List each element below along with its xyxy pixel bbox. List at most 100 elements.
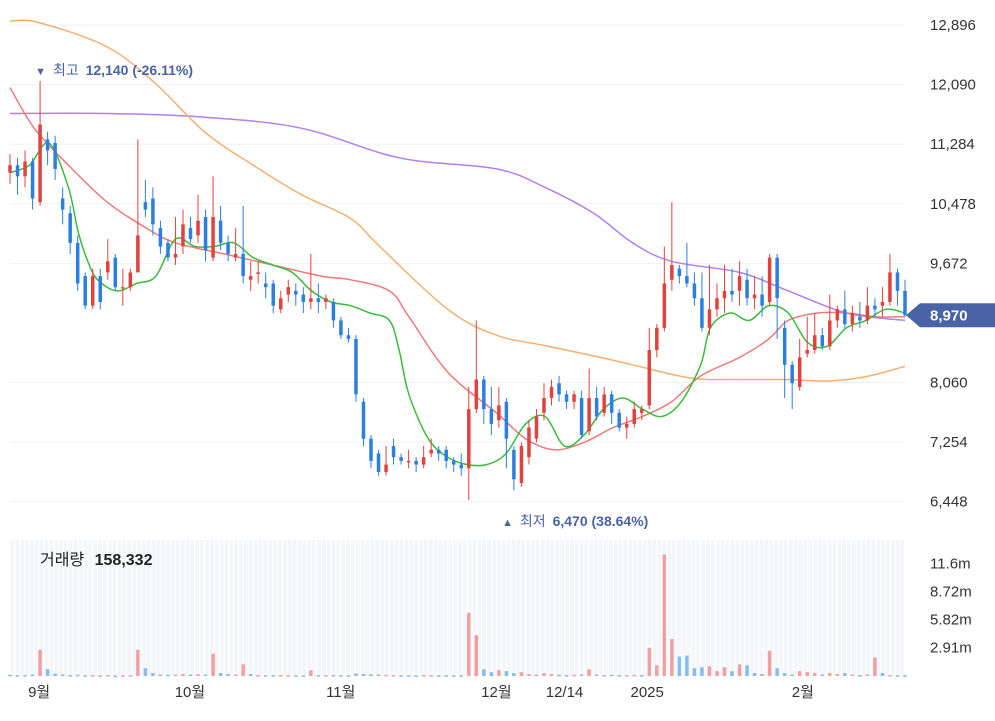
volume-bar: [45, 669, 50, 676]
volume-bar: [226, 674, 230, 676]
volume-bar: [256, 675, 260, 677]
candle-body: [301, 294, 306, 302]
candle-body: [640, 409, 644, 413]
volume-bar: [181, 674, 185, 676]
date-tick-label: 2월: [792, 684, 814, 701]
volume-bar: [602, 675, 606, 677]
candle-body: [121, 287, 125, 289]
candle-body: [707, 309, 712, 328]
candle-body: [90, 276, 95, 306]
candle-body: [594, 398, 599, 417]
volume-bar: [136, 649, 140, 676]
candle-body: [677, 268, 682, 277]
candle-body: [489, 409, 494, 424]
volume-bar: [745, 665, 749, 676]
volume-bar: [459, 675, 464, 677]
candle-body: [286, 287, 291, 295]
volume-bar: [83, 675, 87, 677]
volume-bar: [286, 675, 291, 677]
volume-bar: [812, 673, 817, 676]
price-tick-label: 9,672: [930, 255, 968, 272]
high-value: 12,140 (-26.11%): [86, 62, 193, 78]
candle-body: [233, 253, 238, 258]
date-tick-label: 2025: [631, 684, 664, 701]
candle-body: [587, 398, 591, 432]
candle-body: [399, 457, 403, 461]
volume-bar: [527, 674, 531, 676]
candle-body: [271, 283, 275, 306]
high-label: 최고: [53, 62, 79, 78]
volume-bar: [677, 656, 682, 676]
candle-body: [241, 253, 245, 277]
candle-body: [263, 283, 268, 288]
price-tick-label: 7,254: [930, 434, 968, 451]
volume-bar: [737, 664, 742, 676]
candle-body: [880, 301, 885, 306]
candle-body: [75, 242, 80, 284]
candle-body: [436, 449, 441, 454]
volume-bar: [369, 674, 373, 676]
candle-body: [527, 427, 531, 458]
volume-bar: [670, 639, 674, 676]
price-tick-label: 6,448: [930, 494, 968, 511]
volume-bar: [414, 675, 418, 677]
volume-bar: [376, 674, 381, 677]
volume-bar: [346, 675, 351, 677]
volume-bar: [843, 673, 847, 676]
candle-body: [106, 261, 110, 273]
volume-bar: [797, 671, 802, 676]
volume-bar: [700, 667, 704, 676]
volume-bar: [685, 655, 689, 676]
date-tick-label: 12월: [481, 684, 512, 701]
volume-bar: [384, 674, 388, 677]
price-gridlines: [10, 24, 905, 503]
candle-body: [444, 449, 448, 461]
candle-body: [158, 228, 163, 247]
volume-bar: [903, 675, 907, 677]
volume-bar: [60, 674, 65, 677]
candle-body: [715, 298, 719, 310]
price-tick-label: 10,478: [930, 196, 976, 213]
volume-bar: [53, 673, 57, 676]
price-tick-label: 12,896: [930, 17, 976, 34]
volume-bar: [775, 668, 779, 676]
candle-body: [632, 409, 636, 424]
volume-bar: [98, 675, 103, 677]
candle-body: [564, 394, 569, 402]
volume-bar: [594, 674, 599, 677]
candle-body: [181, 224, 185, 247]
candle-body: [602, 394, 606, 413]
volume-bar: [444, 675, 448, 677]
candle-body: [60, 198, 65, 210]
volume-bar: [391, 675, 396, 677]
volume-bar: [655, 665, 659, 676]
price-tick-label: 8,060: [930, 375, 968, 392]
candle-body: [151, 198, 155, 225]
candle-body: [617, 412, 621, 428]
candle-body: [45, 139, 50, 151]
volume-title: 거래량: [40, 551, 84, 569]
candle-body: [467, 409, 471, 469]
ma60-line: [9, 19, 906, 382]
svg-text:▲ 최저 6,470 (38: ▲ 최저 6,470 (38.64%): [502, 513, 648, 529]
candle-body: [873, 305, 877, 310]
candle-body: [421, 457, 426, 465]
date-tick-label: 11월: [326, 684, 355, 701]
low-marker-icon: ▲: [502, 517, 513, 529]
date-tick-label: 10월: [175, 684, 206, 701]
volume-bar: [624, 675, 629, 677]
candle-body: [572, 394, 576, 402]
candle-body: [579, 398, 584, 435]
candle-body: [354, 338, 358, 395]
current-price-badge: 8,970: [906, 303, 995, 328]
volume-bar: [113, 675, 118, 678]
candle-body: [685, 276, 689, 284]
candle-body: [324, 298, 328, 302]
volume-bar: [309, 670, 313, 676]
volume-bar: [188, 674, 193, 677]
candle-body: [136, 235, 140, 273]
volume-bar: [474, 635, 479, 676]
volume-bar: [361, 674, 366, 676]
volume-bar: [324, 675, 328, 677]
volume-bar: [835, 674, 840, 676]
